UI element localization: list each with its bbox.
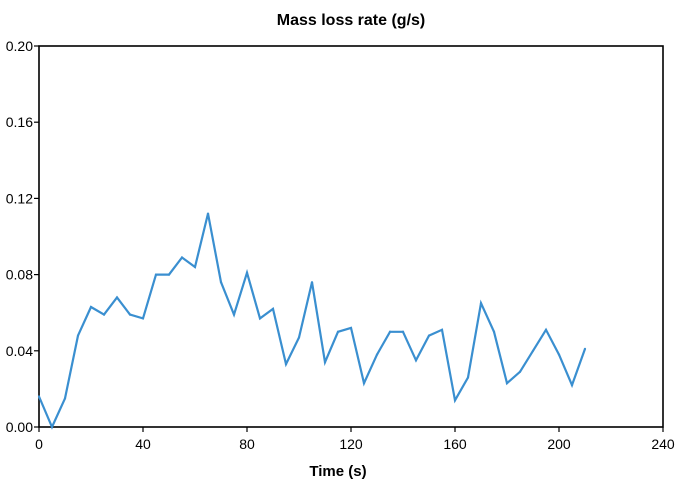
y-tick-label: 0.20 <box>6 38 33 54</box>
data-point <box>50 425 54 429</box>
data-point <box>414 359 418 362</box>
data-point <box>323 361 327 364</box>
data-point <box>492 330 496 333</box>
data-point <box>115 296 119 299</box>
data-point <box>193 265 197 269</box>
x-tick-label: 240 <box>651 436 675 452</box>
x-axis-title: Time (s) <box>309 463 366 480</box>
data-point <box>557 353 561 356</box>
x-axis: 0 40 80 120 160 200 240 <box>35 427 675 452</box>
data-point <box>284 363 288 366</box>
data-point <box>505 382 509 385</box>
data-point <box>297 336 301 339</box>
data-point <box>271 307 275 310</box>
data-point <box>219 281 223 284</box>
data-point <box>479 302 483 305</box>
data-point <box>37 395 41 398</box>
data-point <box>427 334 431 337</box>
chart-title: Mass loss rate (g/s) <box>277 12 426 29</box>
x-tick-label: 80 <box>239 436 255 452</box>
x-tick-label: 40 <box>135 436 151 452</box>
x-tick-label: 0 <box>35 436 43 452</box>
data-point <box>206 212 210 215</box>
data-point <box>258 317 262 320</box>
data-point <box>89 305 93 309</box>
data-point <box>167 273 171 276</box>
data-point <box>466 376 470 379</box>
y-tick-label: 0.00 <box>6 419 33 435</box>
series-line <box>37 213 587 430</box>
x-tick-label: 200 <box>547 436 571 452</box>
data-point <box>154 273 158 276</box>
data-point <box>232 313 236 316</box>
plot-area-frame <box>38 45 664 428</box>
data-point <box>544 328 548 331</box>
y-tick-label: 0.12 <box>6 190 33 206</box>
y-axis: 0.00 0.04 0.08 0.12 0.16 0.20 <box>6 38 39 435</box>
y-tick-label: 0.16 <box>6 114 33 130</box>
data-point <box>141 317 145 320</box>
data-point <box>375 353 379 356</box>
data-point <box>531 349 535 352</box>
data-point <box>518 370 522 373</box>
data-point <box>349 326 353 330</box>
data-point <box>583 347 587 350</box>
data-point <box>180 256 184 259</box>
data-point <box>102 313 106 316</box>
data-point <box>310 281 314 284</box>
x-tick-label: 160 <box>443 436 467 452</box>
data-point <box>76 334 80 337</box>
data-point <box>245 271 249 274</box>
data-point <box>336 330 340 333</box>
data-point <box>128 313 132 316</box>
data-point <box>401 330 405 333</box>
y-tick-label: 0.04 <box>6 343 33 359</box>
data-point <box>63 397 67 400</box>
x-tick-label: 120 <box>339 436 363 452</box>
data-point <box>388 330 392 333</box>
series-layer <box>37 212 587 430</box>
y-tick-label: 0.08 <box>6 267 33 283</box>
data-point <box>440 328 444 331</box>
data-point <box>570 383 574 387</box>
data-point <box>453 399 457 402</box>
data-point <box>362 382 366 385</box>
